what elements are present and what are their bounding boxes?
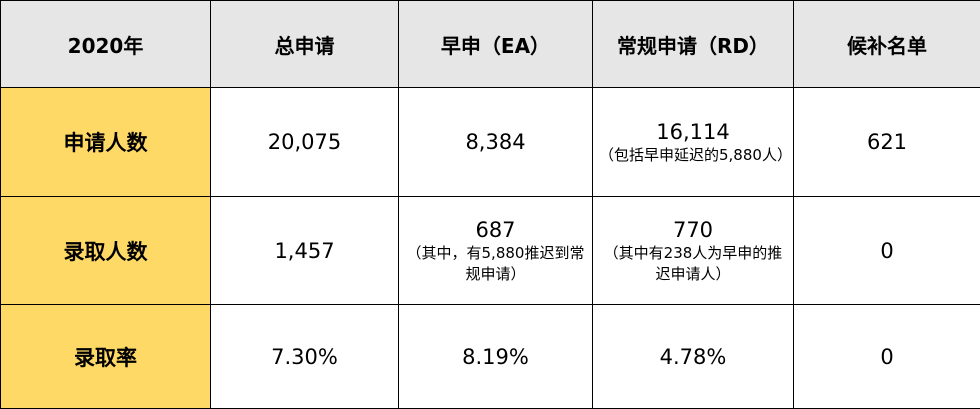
table-cell: 687（其中，有5,880推迟到常规申请） xyxy=(399,197,593,305)
cell-value: 8.19% xyxy=(405,344,586,370)
header-cell: 总申请 xyxy=(211,1,399,88)
table-cell: 8,384 xyxy=(399,88,593,197)
table-cell: 16,114（包括早申延迟的5,880人） xyxy=(593,88,794,197)
table-cell: 4.78% xyxy=(593,305,794,409)
cell-value: 687 xyxy=(405,217,586,243)
cell-value: 770 xyxy=(599,217,787,243)
row-label: 录取率 xyxy=(1,305,211,409)
cell-value: 1,457 xyxy=(217,238,392,264)
cell-value: 20,075 xyxy=(217,129,392,155)
table-cell: 7.30% xyxy=(211,305,399,409)
header-cell: 候补名单 xyxy=(794,1,980,88)
cell-value: 7.30% xyxy=(217,344,392,370)
table-cell: 20,075 xyxy=(211,88,399,197)
header-cell: 早申（EA） xyxy=(399,1,593,88)
header-cell: 常规申请（RD） xyxy=(593,1,794,88)
row-label: 申请人数 xyxy=(1,88,211,197)
cell-value: 4.78% xyxy=(599,344,787,370)
table-cell: 0 xyxy=(794,305,980,409)
row-label: 录取人数 xyxy=(1,197,211,305)
cell-value: 621 xyxy=(800,129,974,155)
cell-value: 16,114 xyxy=(599,119,787,145)
header-row: 2020年总申请早申（EA）常规申请（RD）候补名单 xyxy=(1,1,980,88)
cell-note: （包括早申延迟的5,880人） xyxy=(599,145,787,166)
cell-value: 0 xyxy=(800,238,974,264)
table-cell: 1,457 xyxy=(211,197,399,305)
table-cell: 0 xyxy=(794,197,980,305)
table-cell: 770（其中有238人为早申的推迟申请人） xyxy=(593,197,794,305)
cell-note: （其中，有5,880推迟到常规申请） xyxy=(405,243,586,285)
cell-value: 8,384 xyxy=(405,129,586,155)
cell-value: 0 xyxy=(800,344,974,370)
table-cell: 8.19% xyxy=(399,305,593,409)
header-cell: 2020年 xyxy=(1,1,211,88)
cell-note: （其中有238人为早申的推迟申请人） xyxy=(599,243,787,285)
table-cell: 621 xyxy=(794,88,980,197)
